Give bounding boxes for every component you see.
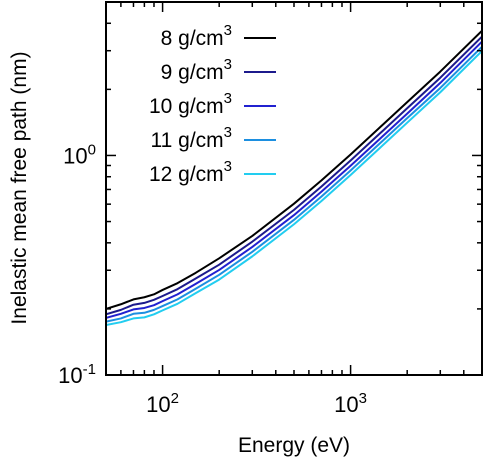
legend-label: 10 g/cm3 <box>149 90 232 118</box>
x-axis-title: Energy (eV) <box>238 434 350 457</box>
legend-label: 12 g/cm3 <box>149 158 232 186</box>
x-tick-label: 103 <box>334 390 367 417</box>
legend-label: 9 g/cm3 <box>161 56 232 84</box>
legend-entry: 11 g/cm3 <box>151 124 277 152</box>
y-axis-ticks: 10-1 100 <box>58 2 482 388</box>
legend-entry: 12 g/cm3 <box>149 158 276 186</box>
legend: 8 g/cm3 9 g/cm3 10 g/cm3 11 g/cm3 12 g/cm3 <box>149 22 276 186</box>
x-tick-label: 102 <box>146 390 179 417</box>
y-axis-title: Inelastic mean free path (nm) <box>8 51 31 324</box>
legend-entry: 9 g/cm3 <box>161 56 276 84</box>
legend-label: 11 g/cm3 <box>151 124 233 152</box>
plot-frame <box>106 2 482 375</box>
y-tick-label: 10-1 <box>58 361 96 388</box>
legend-entry: 10 g/cm3 <box>149 90 276 118</box>
legend-entry: 8 g/cm3 <box>161 22 276 50</box>
y-tick-label: 100 <box>63 141 96 168</box>
legend-label: 8 g/cm3 <box>161 22 232 50</box>
